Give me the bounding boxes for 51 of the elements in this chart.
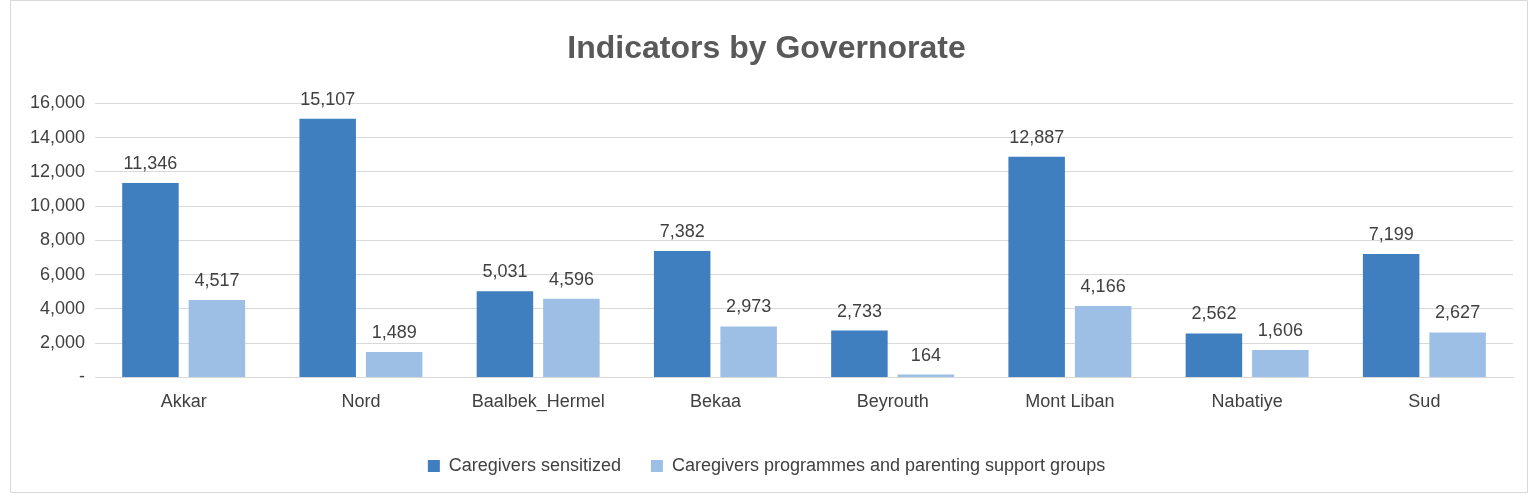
x-tick-label: Sud	[1408, 391, 1441, 412]
y-tick-label: -	[79, 366, 86, 387]
data-label: 2,973	[726, 296, 772, 317]
bar	[1074, 306, 1132, 377]
y-tick-label: 6,000	[40, 263, 86, 284]
bar	[653, 250, 711, 377]
data-label: 5,031	[482, 261, 528, 282]
data-label: 12,887	[1009, 126, 1065, 147]
data-label: 15,107	[300, 88, 356, 109]
legend-label: Caregivers sensitized	[448, 454, 621, 475]
x-tick-label: Akkar	[160, 391, 207, 412]
y-tick-label: 16,000	[29, 92, 86, 113]
data-label: 11,346	[123, 153, 178, 174]
legend-label: Caregivers programmes and parenting support groups	[671, 454, 1106, 475]
x-tick-label: Bekaa	[689, 391, 742, 412]
x-tick-label: Beyrouth	[856, 391, 929, 412]
x-tick-label: Nabatiye	[1211, 391, 1283, 412]
data-label: 4,166	[1080, 276, 1126, 297]
bar	[543, 298, 600, 377]
x-tick-label: Nord	[341, 391, 381, 412]
data-label: 4,517	[194, 270, 240, 291]
x-tick-label: Baalbek_Hermel	[471, 391, 605, 413]
x-tick-label: Mont Liban	[1025, 391, 1115, 412]
y-tick-label: 12,000	[29, 160, 86, 181]
data-label: 164	[910, 344, 941, 365]
data-label: 2,562	[1191, 303, 1237, 324]
bar	[1008, 156, 1065, 377]
bar	[188, 300, 246, 377]
bar	[476, 291, 534, 377]
bar	[1185, 333, 1243, 377]
bar	[122, 183, 179, 377]
y-tick-label: 8,000	[40, 229, 86, 250]
data-label: 7,382	[659, 220, 705, 241]
bar	[299, 118, 356, 377]
y-tick-label: 4,000	[40, 297, 86, 318]
data-label: 2,627	[1435, 302, 1481, 323]
bar	[365, 351, 423, 377]
data-label: 2,733	[836, 300, 882, 321]
bar	[1252, 349, 1309, 377]
bar	[1362, 254, 1420, 377]
bar	[831, 330, 888, 377]
bar	[720, 326, 777, 377]
data-label: 1,489	[371, 321, 417, 342]
y-tick-label: 10,000	[29, 195, 86, 216]
data-label: 7,199	[1368, 224, 1414, 245]
y-tick-label: 2,000	[40, 332, 86, 353]
bar	[1429, 332, 1486, 377]
chart-title: Indicators by Governorate	[567, 29, 966, 66]
y-tick-label: 14,000	[29, 126, 86, 147]
data-label: 1,606	[1257, 319, 1303, 340]
data-label: 4,596	[548, 268, 594, 289]
